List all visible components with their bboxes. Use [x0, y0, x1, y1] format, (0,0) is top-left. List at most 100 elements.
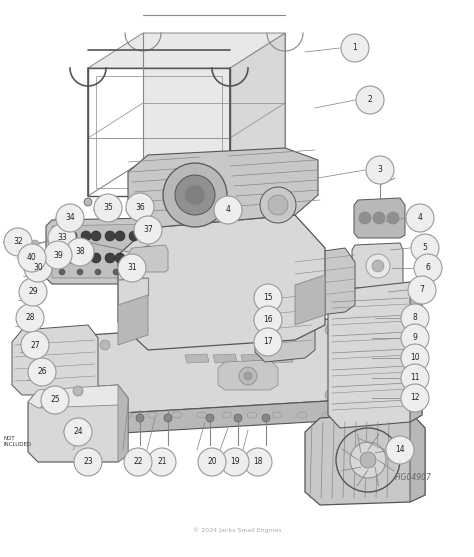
Text: 3: 3	[378, 165, 383, 174]
Circle shape	[325, 390, 335, 400]
Circle shape	[41, 386, 69, 414]
Text: 5: 5	[422, 243, 428, 252]
Circle shape	[115, 253, 125, 263]
Text: 34: 34	[65, 213, 75, 222]
Text: 23: 23	[83, 457, 93, 467]
Circle shape	[244, 448, 272, 476]
Circle shape	[239, 367, 257, 385]
Ellipse shape	[172, 412, 182, 418]
Circle shape	[28, 358, 56, 386]
Text: 17: 17	[263, 338, 273, 346]
Circle shape	[325, 325, 335, 335]
Polygon shape	[28, 385, 128, 462]
Text: 18: 18	[253, 457, 263, 467]
Polygon shape	[295, 275, 325, 325]
Text: 30: 30	[33, 263, 43, 272]
Text: 2: 2	[368, 95, 373, 105]
Circle shape	[115, 231, 125, 241]
Polygon shape	[47, 255, 65, 265]
Polygon shape	[46, 218, 158, 284]
Polygon shape	[118, 295, 148, 345]
Circle shape	[95, 269, 101, 275]
Text: 16: 16	[263, 315, 273, 325]
Ellipse shape	[247, 412, 257, 418]
Polygon shape	[410, 412, 425, 502]
Circle shape	[401, 304, 429, 332]
Circle shape	[372, 260, 384, 272]
Text: 28: 28	[25, 314, 35, 323]
Circle shape	[53, 387, 63, 397]
Polygon shape	[328, 282, 422, 428]
Circle shape	[262, 414, 270, 422]
Polygon shape	[356, 290, 397, 322]
Circle shape	[73, 386, 83, 396]
Text: 15: 15	[263, 294, 273, 302]
Circle shape	[124, 448, 152, 476]
Polygon shape	[88, 33, 285, 68]
Circle shape	[260, 187, 296, 223]
Ellipse shape	[122, 412, 132, 418]
Ellipse shape	[222, 412, 232, 418]
Circle shape	[134, 216, 162, 244]
Polygon shape	[70, 253, 88, 263]
Circle shape	[206, 414, 214, 422]
Text: 32: 32	[13, 237, 23, 247]
Text: 10: 10	[410, 354, 420, 363]
Circle shape	[366, 156, 394, 184]
Text: 9: 9	[412, 334, 418, 343]
Circle shape	[77, 269, 83, 275]
Circle shape	[401, 384, 429, 412]
Ellipse shape	[147, 412, 157, 418]
Polygon shape	[143, 33, 285, 161]
Circle shape	[408, 276, 436, 304]
Circle shape	[254, 306, 282, 334]
Text: 35: 35	[103, 203, 113, 213]
Circle shape	[401, 324, 429, 352]
Polygon shape	[128, 148, 318, 228]
Text: 1: 1	[353, 43, 357, 52]
Text: 37: 37	[143, 226, 153, 234]
Circle shape	[44, 241, 72, 269]
Ellipse shape	[272, 412, 282, 418]
Circle shape	[254, 284, 282, 312]
Text: 29: 29	[28, 287, 38, 296]
Circle shape	[57, 253, 67, 263]
Circle shape	[94, 194, 122, 222]
Circle shape	[234, 414, 242, 422]
Text: 36: 36	[135, 203, 145, 212]
Circle shape	[67, 231, 77, 241]
Circle shape	[66, 238, 94, 266]
Polygon shape	[354, 198, 405, 238]
Polygon shape	[213, 354, 237, 363]
Circle shape	[406, 204, 434, 232]
Circle shape	[105, 231, 115, 241]
Ellipse shape	[322, 412, 332, 418]
Text: 22: 22	[133, 457, 143, 467]
Text: 27: 27	[30, 340, 40, 349]
Circle shape	[19, 278, 47, 306]
Circle shape	[401, 364, 429, 392]
Text: 6: 6	[426, 263, 430, 272]
Circle shape	[4, 228, 32, 256]
Circle shape	[366, 254, 390, 278]
Polygon shape	[129, 245, 168, 272]
Circle shape	[118, 254, 146, 282]
Polygon shape	[218, 360, 278, 390]
Circle shape	[74, 448, 102, 476]
Text: 24: 24	[73, 428, 83, 437]
Polygon shape	[22, 257, 40, 267]
Circle shape	[24, 254, 52, 282]
Circle shape	[21, 331, 49, 359]
Circle shape	[12, 242, 24, 254]
Circle shape	[411, 234, 439, 262]
Circle shape	[129, 253, 139, 263]
Circle shape	[164, 414, 172, 422]
Circle shape	[31, 240, 39, 248]
Circle shape	[254, 328, 282, 356]
Circle shape	[59, 269, 65, 275]
Circle shape	[81, 231, 91, 241]
Circle shape	[414, 254, 442, 282]
Circle shape	[350, 442, 386, 478]
Circle shape	[113, 269, 119, 275]
Text: 25: 25	[50, 395, 60, 404]
